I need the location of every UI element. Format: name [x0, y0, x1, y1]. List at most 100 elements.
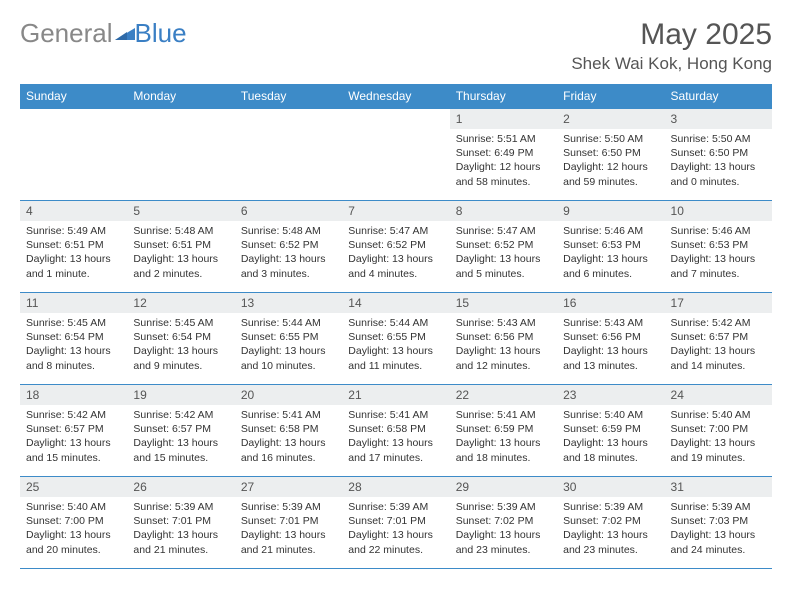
- calendar-day-cell: 13Sunrise: 5:44 AMSunset: 6:55 PMDayligh…: [235, 293, 342, 385]
- daylight-line: Daylight: 13 hours and 15 minutes.: [26, 436, 121, 464]
- sunrise-line: Sunrise: 5:39 AM: [456, 500, 551, 514]
- sunset-line: Sunset: 6:58 PM: [241, 422, 336, 436]
- daylight-line: Daylight: 13 hours and 20 minutes.: [26, 528, 121, 556]
- calendar-day-cell: 1Sunrise: 5:51 AMSunset: 6:49 PMDaylight…: [450, 109, 557, 201]
- day-number: 30: [557, 477, 664, 497]
- sunrise-line: Sunrise: 5:48 AM: [241, 224, 336, 238]
- daylight-line: Daylight: 13 hours and 9 minutes.: [133, 344, 228, 372]
- day-number: 29: [450, 477, 557, 497]
- day-detail: Sunrise: 5:44 AMSunset: 6:55 PMDaylight:…: [235, 313, 342, 377]
- weekday-header: Wednesday: [342, 84, 449, 109]
- sunset-line: Sunset: 6:57 PM: [26, 422, 121, 436]
- sunrise-line: Sunrise: 5:50 AM: [671, 132, 766, 146]
- logo-text-blue: Blue: [135, 18, 187, 49]
- daylight-line: Daylight: 13 hours and 16 minutes.: [241, 436, 336, 464]
- day-number: 20: [235, 385, 342, 405]
- sunrise-line: Sunrise: 5:46 AM: [671, 224, 766, 238]
- logo-triangle-icon: [115, 26, 135, 40]
- sunset-line: Sunset: 6:50 PM: [671, 146, 766, 160]
- day-detail: Sunrise: 5:46 AMSunset: 6:53 PMDaylight:…: [557, 221, 664, 285]
- day-number: 23: [557, 385, 664, 405]
- day-number: 12: [127, 293, 234, 313]
- day-detail: Sunrise: 5:39 AMSunset: 7:01 PMDaylight:…: [342, 497, 449, 561]
- sunset-line: Sunset: 6:54 PM: [26, 330, 121, 344]
- title-block: May 2025 Shek Wai Kok, Hong Kong: [571, 18, 772, 74]
- day-detail: Sunrise: 5:43 AMSunset: 6:56 PMDaylight:…: [450, 313, 557, 377]
- sunrise-line: Sunrise: 5:39 AM: [241, 500, 336, 514]
- sunrise-line: Sunrise: 5:47 AM: [456, 224, 551, 238]
- sunset-line: Sunset: 7:02 PM: [456, 514, 551, 528]
- sunrise-line: Sunrise: 5:39 AM: [348, 500, 443, 514]
- calendar-day-cell: 7Sunrise: 5:47 AMSunset: 6:52 PMDaylight…: [342, 201, 449, 293]
- day-number: 16: [557, 293, 664, 313]
- sunset-line: Sunset: 6:53 PM: [563, 238, 658, 252]
- day-detail: Sunrise: 5:42 AMSunset: 6:57 PMDaylight:…: [665, 313, 772, 377]
- calendar-day-cell: 14Sunrise: 5:44 AMSunset: 6:55 PMDayligh…: [342, 293, 449, 385]
- calendar-day-cell: 5Sunrise: 5:48 AMSunset: 6:51 PMDaylight…: [127, 201, 234, 293]
- header: General Blue May 2025 Shek Wai Kok, Hong…: [20, 18, 772, 74]
- sunset-line: Sunset: 6:56 PM: [456, 330, 551, 344]
- day-number: 19: [127, 385, 234, 405]
- sunset-line: Sunset: 7:02 PM: [563, 514, 658, 528]
- day-number: 21: [342, 385, 449, 405]
- daylight-line: Daylight: 13 hours and 24 minutes.: [671, 528, 766, 556]
- day-number: 5: [127, 201, 234, 221]
- day-detail: Sunrise: 5:39 AMSunset: 7:03 PMDaylight:…: [665, 497, 772, 561]
- day-detail: Sunrise: 5:48 AMSunset: 6:52 PMDaylight:…: [235, 221, 342, 285]
- sunrise-line: Sunrise: 5:45 AM: [26, 316, 121, 330]
- calendar-day-cell: 16Sunrise: 5:43 AMSunset: 6:56 PMDayligh…: [557, 293, 664, 385]
- weekday-header: Tuesday: [235, 84, 342, 109]
- day-number: 11: [20, 293, 127, 313]
- day-number: 25: [20, 477, 127, 497]
- day-detail: Sunrise: 5:45 AMSunset: 6:54 PMDaylight:…: [127, 313, 234, 377]
- day-number: 15: [450, 293, 557, 313]
- daylight-line: Daylight: 13 hours and 5 minutes.: [456, 252, 551, 280]
- sunset-line: Sunset: 7:03 PM: [671, 514, 766, 528]
- daylight-line: Daylight: 13 hours and 21 minutes.: [241, 528, 336, 556]
- weekday-header-row: SundayMondayTuesdayWednesdayThursdayFrid…: [20, 84, 772, 109]
- calendar-week-row: 25Sunrise: 5:40 AMSunset: 7:00 PMDayligh…: [20, 477, 772, 569]
- day-number: 27: [235, 477, 342, 497]
- day-number: 8: [450, 201, 557, 221]
- sunrise-line: Sunrise: 5:48 AM: [133, 224, 228, 238]
- day-detail: Sunrise: 5:51 AMSunset: 6:49 PMDaylight:…: [450, 129, 557, 193]
- calendar-day-cell: 18Sunrise: 5:42 AMSunset: 6:57 PMDayligh…: [20, 385, 127, 477]
- sunrise-line: Sunrise: 5:49 AM: [26, 224, 121, 238]
- daylight-line: Daylight: 13 hours and 4 minutes.: [348, 252, 443, 280]
- calendar-day-cell: 20Sunrise: 5:41 AMSunset: 6:58 PMDayligh…: [235, 385, 342, 477]
- day-detail: Sunrise: 5:46 AMSunset: 6:53 PMDaylight:…: [665, 221, 772, 285]
- day-number: 14: [342, 293, 449, 313]
- calendar-day-cell: 17Sunrise: 5:42 AMSunset: 6:57 PMDayligh…: [665, 293, 772, 385]
- calendar-table: SundayMondayTuesdayWednesdayThursdayFrid…: [20, 84, 772, 569]
- daylight-line: Daylight: 13 hours and 21 minutes.: [133, 528, 228, 556]
- day-detail: Sunrise: 5:49 AMSunset: 6:51 PMDaylight:…: [20, 221, 127, 285]
- day-number: 28: [342, 477, 449, 497]
- calendar-day-cell: 29Sunrise: 5:39 AMSunset: 7:02 PMDayligh…: [450, 477, 557, 569]
- day-number: 10: [665, 201, 772, 221]
- calendar-day-cell: 27Sunrise: 5:39 AMSunset: 7:01 PMDayligh…: [235, 477, 342, 569]
- calendar-week-row: 11Sunrise: 5:45 AMSunset: 6:54 PMDayligh…: [20, 293, 772, 385]
- day-detail: Sunrise: 5:39 AMSunset: 7:01 PMDaylight:…: [235, 497, 342, 561]
- daylight-line: Daylight: 13 hours and 11 minutes.: [348, 344, 443, 372]
- day-detail: Sunrise: 5:43 AMSunset: 6:56 PMDaylight:…: [557, 313, 664, 377]
- day-detail: Sunrise: 5:40 AMSunset: 7:00 PMDaylight:…: [665, 405, 772, 469]
- calendar-body: 1Sunrise: 5:51 AMSunset: 6:49 PMDaylight…: [20, 109, 772, 569]
- daylight-line: Daylight: 13 hours and 6 minutes.: [563, 252, 658, 280]
- sunrise-line: Sunrise: 5:40 AM: [671, 408, 766, 422]
- day-number: 9: [557, 201, 664, 221]
- month-title: May 2025: [571, 18, 772, 52]
- weekday-header: Friday: [557, 84, 664, 109]
- daylight-line: Daylight: 13 hours and 17 minutes.: [348, 436, 443, 464]
- sunset-line: Sunset: 6:58 PM: [348, 422, 443, 436]
- sunset-line: Sunset: 6:50 PM: [563, 146, 658, 160]
- day-detail: Sunrise: 5:50 AMSunset: 6:50 PMDaylight:…: [665, 129, 772, 193]
- sunset-line: Sunset: 6:57 PM: [671, 330, 766, 344]
- day-detail: Sunrise: 5:47 AMSunset: 6:52 PMDaylight:…: [342, 221, 449, 285]
- daylight-line: Daylight: 13 hours and 3 minutes.: [241, 252, 336, 280]
- sunrise-line: Sunrise: 5:44 AM: [348, 316, 443, 330]
- calendar-empty-cell: [235, 109, 342, 201]
- calendar-day-cell: 22Sunrise: 5:41 AMSunset: 6:59 PMDayligh…: [450, 385, 557, 477]
- calendar-empty-cell: [342, 109, 449, 201]
- daylight-line: Daylight: 13 hours and 18 minutes.: [456, 436, 551, 464]
- sunset-line: Sunset: 7:00 PM: [26, 514, 121, 528]
